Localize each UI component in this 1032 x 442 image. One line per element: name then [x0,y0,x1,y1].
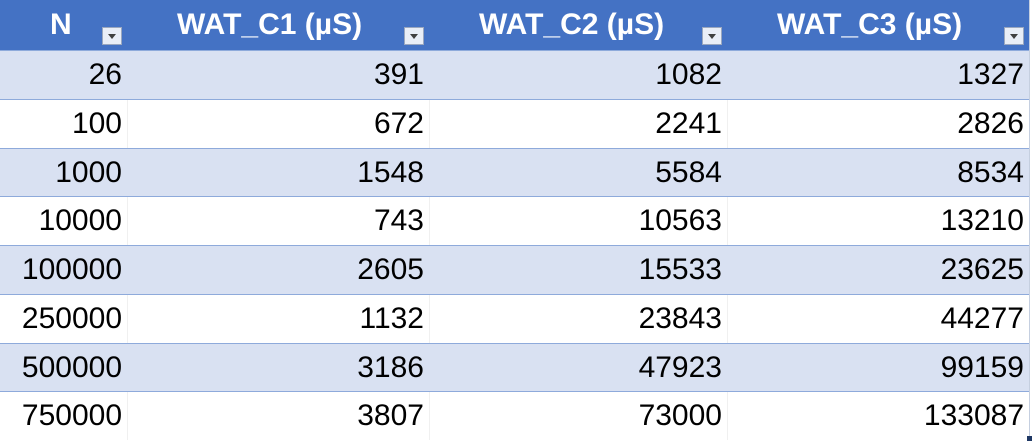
column-header-wat-c3[interactable]: WAT_C3 (µS) [727,0,1029,50]
table-cell[interactable]: 100 [71,106,122,140]
table-cell[interactable]: 2241 [429,99,727,148]
table-cell[interactable]: 2826 [727,99,1029,148]
table-row: 500000 3186 47923 99159 [0,342,1029,392]
table-row: 100 672 2241 2826 [0,98,1029,148]
column-header-wat-c1[interactable]: WAT_C1 (µS) [127,0,429,50]
table-cell[interactable]: 1548 [357,155,424,189]
table-row: 250000 1132 23843 44277 [0,293,1029,343]
column-header-label: WAT_C2 (µS) [479,8,665,41]
table-cell[interactable]: 5584 [655,155,722,189]
table-cell[interactable]: 3186 [357,350,424,384]
table-cell[interactable]: 750000 [21,399,122,433]
column-header-label: N [50,8,72,41]
table-cell[interactable]: 10563 [429,197,727,245]
filter-dropdown-button[interactable] [404,27,424,45]
table-cell[interactable]: 743 [127,197,429,245]
table-row: 26 391 1082 1327 [0,50,1029,99]
table-cell[interactable]: 44277 [727,294,1029,343]
table-cell[interactable]: 26 [88,58,122,91]
table-row: 1000 1548 5584 8534 [0,147,1029,197]
dropdown-arrow-icon [708,33,716,39]
table-cell[interactable]: 672 [127,99,429,148]
column-header-wat-c2[interactable]: WAT_C2 (µS) [429,0,727,50]
table-cell[interactable]: 23625 [940,253,1024,286]
filter-dropdown-button[interactable] [702,27,722,45]
table-cell[interactable]: 3807 [127,392,429,440]
table-cell[interactable]: 99159 [940,350,1024,384]
table-cell[interactable]: 100000 [21,253,122,286]
table-cell[interactable]: 500000 [21,350,122,384]
table-cell[interactable]: 2605 [357,253,424,286]
table-header-row: N WAT_C1 (µS) WAT_C2 (µS) WAT_C3 (µS) [0,0,1029,50]
dropdown-arrow-icon [108,33,116,39]
table-cell[interactable]: 23843 [429,294,727,343]
filter-dropdown-button[interactable] [102,27,122,45]
table-cell[interactable]: 1000 [55,155,122,189]
table-cell[interactable]: 391 [373,58,424,91]
table-cell[interactable]: 1082 [655,58,722,91]
table-cell[interactable]: 13210 [727,197,1029,245]
table-cell[interactable]: 1132 [127,294,429,343]
column-header-n[interactable]: N [0,0,127,50]
table-cell[interactable]: 15533 [638,253,722,286]
table-cell[interactable]: 73000 [429,392,727,440]
table-cell[interactable]: 10000 [38,204,122,238]
table-cell[interactable]: 1327 [957,58,1024,91]
dropdown-arrow-icon [1010,33,1018,39]
column-header-label: WAT_C1 (µS) [177,8,363,41]
table-cell[interactable]: 133087 [727,392,1029,440]
table-cell[interactable]: 8534 [957,155,1024,189]
filter-dropdown-button[interactable] [1004,27,1024,45]
column-header-label: WAT_C3 (µS) [777,8,963,41]
table-cell[interactable]: 250000 [21,301,122,335]
table-row: 10000 743 10563 13210 [0,196,1029,245]
table-row: 100000 2605 15533 23625 [0,245,1029,294]
dropdown-arrow-icon [410,33,418,39]
table-resize-handle[interactable] [1027,436,1032,441]
table-cell[interactable]: 47923 [638,350,722,384]
table-row: 750000 3807 73000 133087 [0,391,1029,440]
